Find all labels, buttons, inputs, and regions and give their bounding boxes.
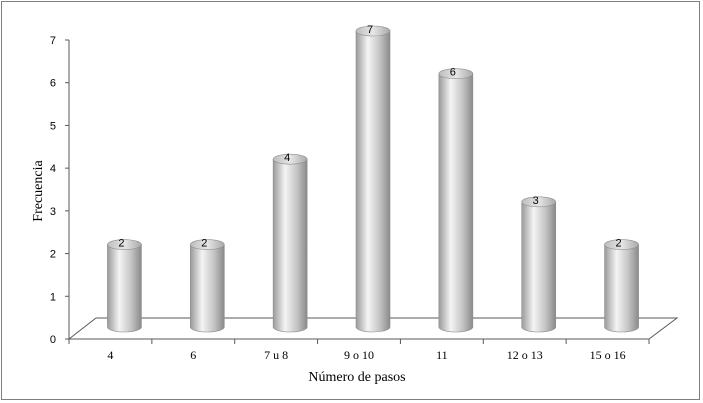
y-tick-label: 1 (50, 291, 56, 303)
bar: 7 (355, 24, 391, 333)
x-tick-label: 4 (107, 348, 113, 362)
floor-plane (67, 317, 679, 340)
data-label: 2 (118, 238, 124, 250)
data-label: 4 (284, 152, 290, 164)
y-ticks: 0 1 2 3 4 5 6 7 (50, 35, 69, 346)
y-tick-label: 0 (50, 334, 56, 346)
x-tick-label: 15 o 16 (590, 348, 626, 362)
x-tick-label: 12 o 13 (507, 348, 543, 362)
bar-cap (604, 239, 639, 250)
data-label: 3 (533, 195, 539, 207)
bar: 4 (272, 152, 308, 333)
bar-cap (107, 239, 142, 250)
bar-body (107, 244, 142, 333)
bar-cap (189, 239, 225, 250)
x-ticks: 4 6 7 u 8 9 o 10 11 12 o 13 15 o 16 (68, 339, 650, 362)
bar-body (521, 201, 557, 333)
y-tick-label: 3 (50, 206, 56, 218)
bar: 6 (438, 67, 474, 333)
y-tick-label: 2 (50, 249, 56, 261)
data-label: 6 (450, 67, 456, 79)
bar-cap (272, 153, 308, 165)
bar-cap (438, 68, 474, 80)
data-label: 2 (616, 238, 622, 250)
bar: 2 (107, 238, 142, 333)
bar-body (189, 244, 225, 333)
bar-cap (521, 196, 557, 208)
x-tick-label: 6 (190, 348, 196, 362)
y-axis-title: Frecuencia (31, 160, 46, 222)
bar: 2 (189, 238, 225, 333)
bar-body (604, 244, 639, 333)
bar-cap (355, 25, 391, 37)
bar: 2 (604, 238, 639, 333)
x-tick-label: 11 (436, 348, 448, 362)
bar-body (272, 158, 308, 333)
y-tick-label: 5 (50, 120, 56, 132)
y-tick-label: 6 (50, 78, 56, 90)
bar-body (355, 30, 391, 333)
data-label: 7 (367, 24, 373, 36)
x-axis-title: Número de pasos (308, 370, 405, 385)
x-tick-label: 9 o 10 (344, 348, 374, 362)
y-tick-label: 4 (50, 163, 56, 175)
y-tick-label: 7 (50, 35, 56, 47)
bars: 2 2 4 7 6 3 2 (107, 24, 639, 333)
bar-body (438, 73, 474, 333)
bar: 3 (521, 195, 557, 333)
data-label: 2 (201, 238, 207, 250)
x-tick-label: 7 u 8 (264, 348, 288, 362)
